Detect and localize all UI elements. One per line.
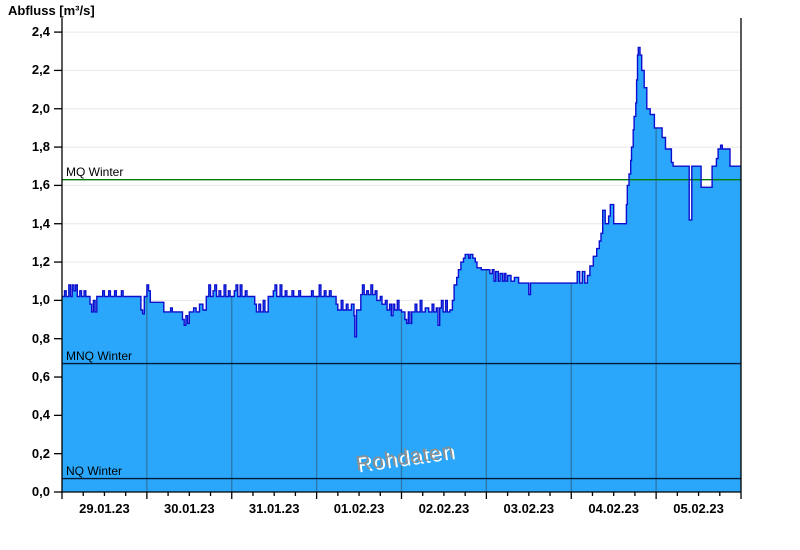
- y-tick-label: 1,0: [31, 292, 50, 308]
- reference-lines: [62, 178, 741, 480]
- y-tick-label: 1,8: [31, 139, 50, 155]
- discharge-line: [62, 46, 741, 338]
- y-tick-label: 0,6: [31, 369, 50, 385]
- x-tick-label: 29.01.23: [79, 501, 130, 516]
- reference-line-label: MQ Winter: [66, 164, 124, 179]
- y-tick-label: 2,4: [31, 24, 50, 40]
- y-tick-label: 1,2: [31, 254, 50, 270]
- x-tick-label: 31.01.23: [248, 501, 300, 516]
- x-tick-label: 30.01.23: [164, 501, 215, 516]
- x-tick-label: 03.02.23: [503, 501, 555, 516]
- y-tick-label: 2,0: [31, 100, 50, 116]
- y-tick-label: 1,6: [31, 177, 50, 193]
- axis-ticks: [54, 31, 742, 499]
- x-tick-label: 04.02.23: [588, 501, 639, 516]
- y-tick-label: 0,0: [31, 484, 50, 499]
- y-tick-label: 0,8: [31, 330, 50, 346]
- y-tick-label: 1,4: [31, 215, 50, 231]
- reference-line-label: NQ Winter: [66, 463, 123, 478]
- x-tick-label: 01.02.23: [333, 501, 385, 516]
- x-tick-label: 05.02.23: [673, 501, 724, 516]
- discharge-curve: [62, 46, 741, 338]
- x-tick-label: 02.02.23: [418, 501, 470, 516]
- y-tick-label: 0,4: [31, 407, 50, 423]
- chart-title: Abfluss [m³/s]: [8, 3, 95, 18]
- reference-line-label: MNQ Winter: [66, 348, 132, 363]
- y-tick-label: 0,2: [31, 445, 50, 461]
- y-tick-label: 2,2: [31, 62, 50, 78]
